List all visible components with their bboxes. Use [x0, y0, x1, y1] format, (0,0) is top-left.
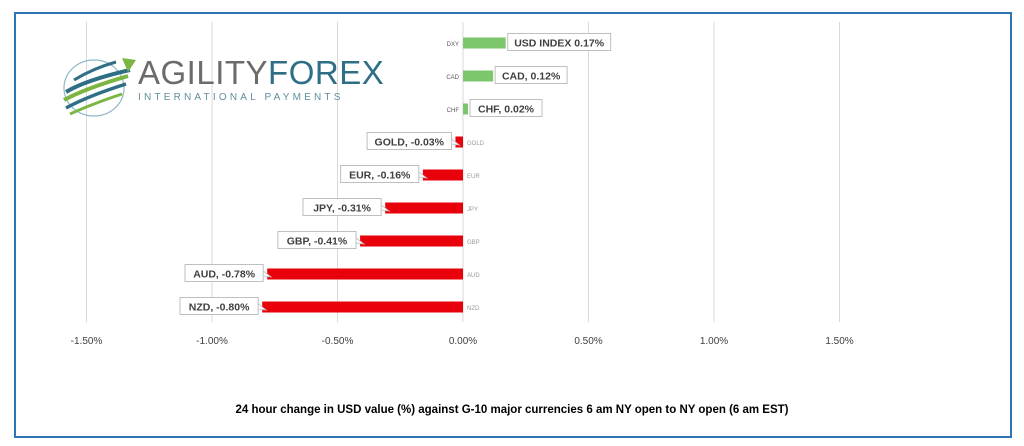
x-tick-label: 1.50%	[825, 336, 853, 347]
bar	[262, 301, 463, 313]
category-label: AUD	[467, 273, 480, 279]
logo-tagline: INTERNATIONAL PAYMENTS	[138, 92, 344, 103]
data-label-pointer	[380, 204, 391, 212]
company-logo: AGILITYFOREX INTERNATIONAL PAYMENTS	[56, 52, 384, 122]
data-label-pointer	[262, 270, 273, 278]
category-label: DXY	[447, 42, 459, 48]
category-label: NZD	[467, 306, 480, 312]
data-label-box	[469, 99, 543, 117]
logo-brand-agility: AGILITY	[138, 54, 269, 91]
category-label: EUR	[467, 174, 480, 180]
bar	[463, 103, 469, 115]
data-label: AUD, -0.78%	[193, 269, 256, 281]
data-label: EUR, -0.16%	[349, 170, 411, 182]
data-label-pointer	[257, 303, 268, 311]
data-label-box	[494, 66, 568, 84]
category-label: GOLD	[467, 141, 485, 147]
bar	[422, 169, 463, 181]
bar	[267, 268, 463, 280]
x-tick-label: -1.00%	[196, 336, 228, 347]
x-tick-label: 1.00%	[700, 336, 728, 347]
category-label: GBP	[467, 240, 480, 246]
data-label-pointer	[451, 138, 461, 146]
x-tick-label: -0.50%	[322, 336, 354, 347]
data-label-box	[507, 33, 612, 51]
data-label-pointer	[355, 237, 366, 245]
x-tick-label: 0.00%	[449, 336, 477, 347]
category-label: CHF	[447, 108, 460, 114]
data-label: CHF, 0.02%	[478, 104, 535, 116]
data-label: CAD, 0.12%	[502, 71, 561, 83]
category-label: JPY	[467, 207, 478, 213]
logo-wordmark: AGILITYFOREX	[138, 54, 384, 92]
bar	[463, 70, 494, 82]
bar	[455, 136, 463, 148]
globe-arrow-icon	[63, 58, 136, 117]
logo-brand-forex: FOREX	[268, 54, 385, 91]
data-label: NZD, -0.80%	[189, 302, 250, 314]
data-label: USD INDEX 0.17%	[514, 38, 605, 50]
x-tick-label: 0.50%	[574, 336, 602, 347]
category-label: CAD	[446, 75, 459, 81]
bar	[385, 202, 463, 214]
chart-caption: 24 hour change in USD value (%) against …	[235, 404, 789, 416]
data-label: GOLD, -0.03%	[375, 137, 445, 149]
data-label-pointer	[418, 171, 429, 179]
data-label: JPY, -0.31%	[313, 203, 371, 215]
data-label: GBP, -0.41%	[287, 236, 348, 248]
bar	[463, 37, 506, 49]
bar	[360, 235, 463, 247]
x-tick-label: -1.50%	[71, 336, 103, 347]
